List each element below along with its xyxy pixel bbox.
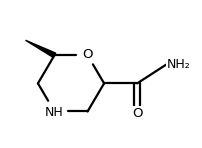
Text: NH: NH — [45, 106, 64, 119]
Text: O: O — [82, 48, 93, 61]
Text: O: O — [132, 107, 142, 120]
Text: NH₂: NH₂ — [167, 58, 191, 71]
Polygon shape — [25, 40, 56, 57]
